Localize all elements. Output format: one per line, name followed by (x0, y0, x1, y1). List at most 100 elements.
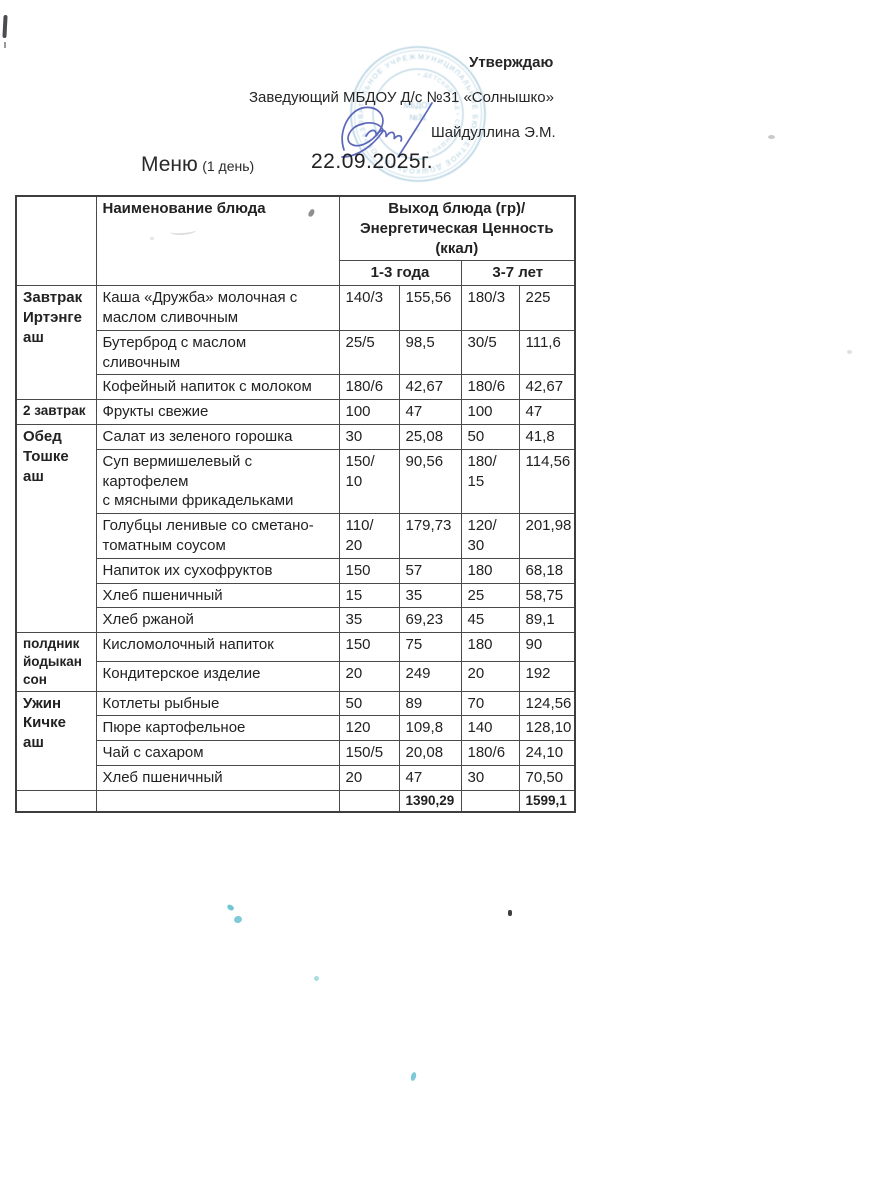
age-group-header-3-7: 3-7 лет (460, 260, 576, 287)
value-cell: 20 (460, 661, 520, 692)
value-cell: 109,8 (398, 715, 462, 742)
value-cell: 42,67 (518, 374, 576, 401)
dish-name-cell: Бутерброд с маслом сливочным (95, 329, 340, 376)
signature (341, 102, 433, 158)
scan-artifact (409, 1071, 418, 1082)
menu-title: Меню (141, 153, 198, 176)
menu-row: Ужин Кичке аш Котлеты рыбные 50 89 70 124,56 (15, 690, 576, 791)
value-cell: 201,98 (518, 513, 576, 559)
menu-title-line: Меню (1 день) (141, 153, 254, 177)
scan-artifact (233, 914, 243, 925)
dish-name-cell: Кисломолочный напиток (95, 632, 340, 663)
menu-row: Обед Тошке аш Салат из зеленого горошка 30… (15, 423, 576, 634)
menu-row: Хлеб пшеничный 20 47 30 70,50 (16, 764, 576, 791)
value-cell: 120 (338, 715, 400, 742)
stamp-outer-ring-inner (354, 50, 482, 178)
stamp-center-line1: МБДОУ (404, 101, 433, 110)
value-cell: 110/ 20 (338, 513, 400, 559)
meal-column-header-empty (15, 195, 97, 287)
scan-artifact (508, 910, 512, 916)
value-cell: 155,56 (398, 285, 462, 331)
totals-row: 1390,29 1599,1 (15, 789, 576, 813)
dish-name-cell: Котлеты рыбные (95, 690, 340, 717)
menu-table: Наименование блюда Выход блюда (гр)/Энер… (15, 195, 577, 813)
signer-name: Шайдуллина Э.М. (431, 124, 556, 141)
stamp-inner-ring (372, 68, 464, 160)
total-kcal-3-7: 1599,1 (518, 789, 576, 813)
menu-row: Суп вермишелевый с картофелем с мясными … (16, 448, 576, 515)
value-cell: 100 (338, 399, 400, 425)
value-cell: 140 (460, 715, 520, 742)
menu-row: Кофейный напиток с молоком 180/6 42,67 180/… (16, 374, 576, 401)
menu-row: Бутерброд с маслом сливочным 25/5 98,5 30/5… (16, 329, 576, 376)
dish-name-cell: Фрукты свежие (95, 399, 340, 425)
value-cell: 140/3 (338, 285, 400, 331)
value-cell: 50 (338, 690, 400, 717)
signature-slash (397, 102, 433, 158)
totals-meal-empty (15, 789, 97, 813)
value-cell: 35 (338, 607, 400, 634)
scan-artifact (314, 976, 319, 981)
meal-section-label: 2 завтрак (15, 399, 97, 425)
scan-artifact (4, 42, 6, 48)
value-cell: 58,75 (518, 582, 576, 609)
value-cell: 68,18 (518, 557, 576, 584)
dish-name-cell: Кондитерское изделие (95, 661, 340, 692)
stamp-center-small-text: ···•··· (409, 128, 428, 134)
value-cell: 150 (338, 632, 400, 663)
value-cell: 90 (518, 632, 576, 663)
menu-row: Пюре картофельное 120 109,8 140 128,10 (16, 715, 576, 742)
value-cell: 180 (460, 557, 520, 584)
value-cell: 47 (398, 764, 462, 791)
dish-name-cell: Каша «Дружба» молочная с маслом сливочны… (95, 285, 340, 331)
menu-row: Напиток их сухофруктов 150 57 180 68,18 (16, 557, 576, 584)
dish-column-header: Наименование блюда (95, 195, 340, 287)
value-cell: 225 (518, 285, 576, 331)
value-cell: 20 (338, 764, 400, 791)
value-cell: 24,10 (518, 740, 576, 766)
output-column-header: Выход блюда (гр)/Энергетическая Ценность… (338, 195, 576, 262)
dish-name-cell: Чай с сахаром (95, 740, 340, 766)
value-cell: 180 (460, 632, 520, 663)
value-cell: 98,5 (398, 329, 462, 376)
signature-loop (341, 106, 384, 151)
dish-name-cell: Пюре картофельное (95, 715, 340, 742)
value-cell: 180/6 (460, 374, 520, 401)
value-cell: 180/6 (460, 740, 520, 766)
menu-row: полдник йодыкан сон Кисломолочный напиток… (15, 632, 576, 692)
value-cell: 50 (460, 423, 520, 450)
menu-row: Чай с сахаром 150/5 20,08 180/6 24,10 (16, 740, 576, 766)
menu-row: Хлеб ржаной 35 69,23 45 89,1 (16, 607, 576, 634)
value-cell: 120/ 30 (460, 513, 520, 559)
scan-artifact (847, 350, 852, 354)
value-cell: 89 (398, 690, 462, 717)
meal-section-label: Обед Тошке аш (15, 423, 97, 634)
value-cell: 30/5 (460, 329, 520, 376)
director-title: Заведующий МБДОУ Д/с №31 «Солнышко» (249, 89, 554, 106)
value-cell: 70 (460, 690, 520, 717)
scan-artifact (768, 135, 775, 139)
value-cell: 15 (338, 582, 400, 609)
value-cell: 179,73 (398, 513, 462, 559)
menu-row: Хлеб пшеничный 15 35 25 58,75 (16, 582, 576, 609)
meal-section-label: полдник йодыкан сон (15, 632, 97, 692)
value-cell: 128,10 (518, 715, 576, 742)
totals-empty-cell (460, 789, 520, 813)
value-cell: 75 (398, 632, 462, 663)
value-cell: 45 (460, 607, 520, 634)
value-cell: 42,67 (398, 374, 462, 401)
value-cell: 100 (460, 399, 520, 425)
menu-row: Голубцы ленивые со сметано- томатным соу… (16, 513, 576, 559)
value-cell: 111,6 (518, 329, 576, 376)
value-cell: 180/3 (460, 285, 520, 331)
value-cell: 30 (460, 764, 520, 791)
value-cell: 192 (518, 661, 576, 692)
age-group-header-1-3: 1-3 года (338, 260, 462, 287)
dish-name-cell: Голубцы ленивые со сметано- томатным соу… (95, 513, 340, 559)
approval-label: Утверждаю (469, 54, 554, 71)
value-cell: 150 (338, 557, 400, 584)
dish-name-cell: Хлеб пшеничный (95, 764, 340, 791)
value-cell: 69,23 (398, 607, 462, 634)
dish-name-cell: Салат из зеленого горошка (95, 423, 340, 450)
